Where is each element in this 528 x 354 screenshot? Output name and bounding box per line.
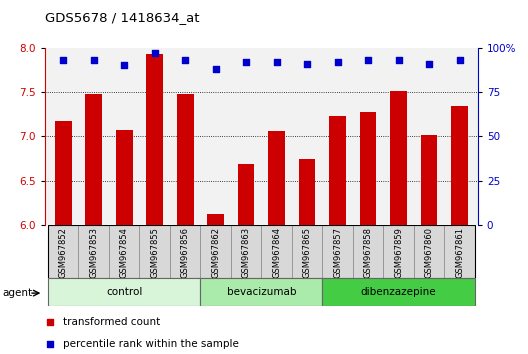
Point — [211, 66, 220, 72]
Bar — [201, 278, 322, 306]
Text: agent: agent — [3, 288, 33, 298]
Bar — [109, 225, 139, 278]
Text: GSM967864: GSM967864 — [272, 227, 281, 278]
Bar — [116, 130, 133, 225]
Bar — [55, 121, 72, 225]
Point — [242, 59, 250, 65]
Bar — [444, 225, 475, 278]
Bar — [261, 225, 292, 278]
Point — [425, 61, 433, 67]
Bar — [231, 225, 261, 278]
Point — [364, 57, 372, 63]
Bar — [139, 225, 170, 278]
Point — [89, 57, 98, 63]
Point — [59, 57, 68, 63]
Text: GSM967862: GSM967862 — [211, 227, 220, 278]
Bar — [451, 106, 468, 225]
Text: GSM967855: GSM967855 — [150, 227, 159, 278]
Text: GSM967853: GSM967853 — [89, 227, 98, 278]
Bar — [353, 225, 383, 278]
Bar — [177, 94, 194, 225]
Bar — [86, 94, 102, 225]
Point — [394, 57, 403, 63]
Bar — [360, 112, 376, 225]
Text: GSM967863: GSM967863 — [242, 227, 251, 278]
Point — [303, 61, 312, 67]
Bar — [207, 214, 224, 225]
Text: GSM967858: GSM967858 — [364, 227, 373, 278]
Text: transformed count: transformed count — [63, 317, 161, 327]
Point — [304, 236, 313, 242]
Bar — [414, 225, 444, 278]
Bar — [322, 278, 475, 306]
Point — [333, 59, 342, 65]
Bar — [329, 116, 346, 225]
Text: GSM967854: GSM967854 — [120, 227, 129, 278]
Point — [181, 57, 190, 63]
Bar — [48, 278, 201, 306]
Point — [455, 57, 464, 63]
Point — [120, 63, 128, 68]
Bar — [299, 159, 316, 225]
Point — [150, 50, 159, 56]
Text: GDS5678 / 1418634_at: GDS5678 / 1418634_at — [45, 11, 200, 24]
Text: GSM967859: GSM967859 — [394, 227, 403, 278]
Bar — [146, 54, 163, 225]
Text: percentile rank within the sample: percentile rank within the sample — [63, 339, 239, 349]
Text: GSM967861: GSM967861 — [455, 227, 464, 278]
Bar — [292, 225, 322, 278]
Bar — [201, 225, 231, 278]
Text: dibenzazepine: dibenzazepine — [361, 287, 436, 297]
Point — [304, 35, 313, 41]
Bar — [322, 225, 353, 278]
Text: GSM967857: GSM967857 — [333, 227, 342, 278]
Bar — [421, 135, 437, 225]
Bar — [238, 164, 254, 225]
Bar — [390, 91, 407, 225]
Bar — [79, 225, 109, 278]
Text: GSM967852: GSM967852 — [59, 227, 68, 278]
Point — [272, 59, 281, 65]
Text: control: control — [106, 287, 143, 297]
Text: GSM967860: GSM967860 — [425, 227, 433, 278]
Bar — [48, 225, 79, 278]
Bar — [383, 225, 414, 278]
Text: GSM967865: GSM967865 — [303, 227, 312, 278]
Bar — [268, 131, 285, 225]
Text: bevacizumab: bevacizumab — [227, 287, 296, 297]
Text: GSM967856: GSM967856 — [181, 227, 190, 278]
Bar — [170, 225, 201, 278]
